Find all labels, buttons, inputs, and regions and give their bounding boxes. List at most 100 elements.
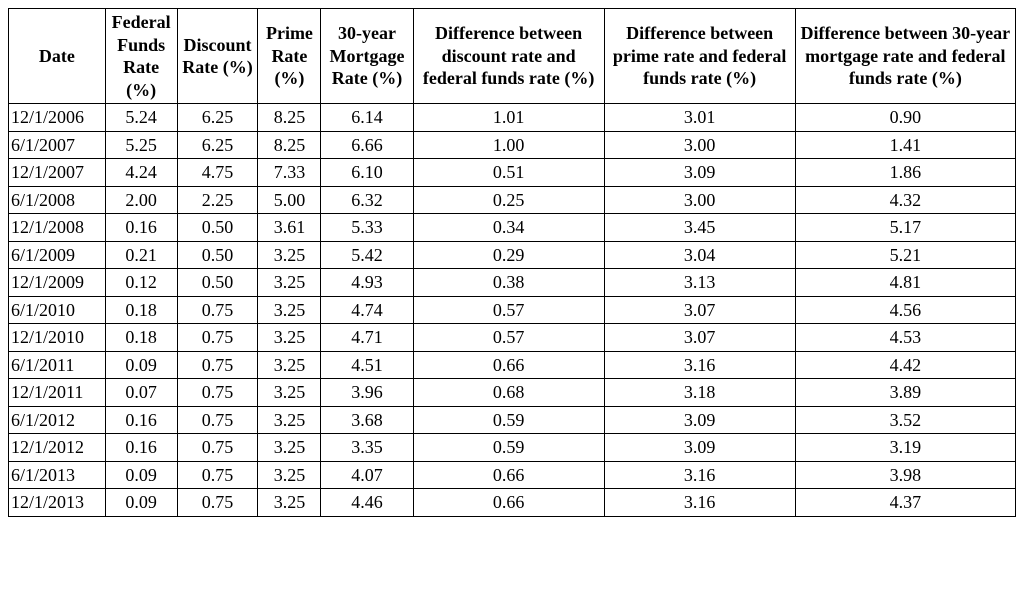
table-cell: 6.25 bbox=[177, 131, 258, 159]
table-cell: 2.00 bbox=[105, 186, 177, 214]
table-cell: 12/1/2008 bbox=[9, 214, 106, 242]
table-cell: 3.25 bbox=[258, 379, 321, 407]
table-cell: 0.59 bbox=[413, 434, 604, 462]
col-header-date: Date bbox=[9, 9, 106, 104]
col-header-federal-funds: Federal Funds Rate (%) bbox=[105, 9, 177, 104]
table-cell: 6/1/2009 bbox=[9, 241, 106, 269]
col-header-discount: Discount Rate (%) bbox=[177, 9, 258, 104]
table-cell: 3.52 bbox=[795, 406, 1015, 434]
table-cell: 0.38 bbox=[413, 269, 604, 297]
table-cell: 7.33 bbox=[258, 159, 321, 187]
table-cell: 0.75 bbox=[177, 406, 258, 434]
table-cell: 4.81 bbox=[795, 269, 1015, 297]
table-cell: 0.57 bbox=[413, 324, 604, 352]
table-row: 6/1/20130.090.753.254.070.663.163.98 bbox=[9, 461, 1016, 489]
table-cell: 3.01 bbox=[604, 104, 795, 132]
table-cell: 0.18 bbox=[105, 324, 177, 352]
rates-table: Date Federal Funds Rate (%) Discount Rat… bbox=[8, 8, 1016, 517]
table-cell: 3.89 bbox=[795, 379, 1015, 407]
table-cell: 12/1/2013 bbox=[9, 489, 106, 517]
table-cell: 4.93 bbox=[321, 269, 413, 297]
table-cell: 3.96 bbox=[321, 379, 413, 407]
table-cell: 0.75 bbox=[177, 324, 258, 352]
table-cell: 4.46 bbox=[321, 489, 413, 517]
table-cell: 1.86 bbox=[795, 159, 1015, 187]
table-cell: 0.75 bbox=[177, 379, 258, 407]
table-cell: 0.09 bbox=[105, 489, 177, 517]
table-cell: 0.75 bbox=[177, 351, 258, 379]
table-cell: 0.16 bbox=[105, 434, 177, 462]
table-cell: 3.00 bbox=[604, 131, 795, 159]
table-row: 6/1/20100.180.753.254.740.573.074.56 bbox=[9, 296, 1016, 324]
table-cell: 3.09 bbox=[604, 159, 795, 187]
table-cell: 3.16 bbox=[604, 461, 795, 489]
table-row: 6/1/20075.256.258.256.661.003.001.41 bbox=[9, 131, 1016, 159]
table-cell: 3.25 bbox=[258, 324, 321, 352]
table-cell: 3.25 bbox=[258, 351, 321, 379]
table-cell: 1.01 bbox=[413, 104, 604, 132]
table-cell: 12/1/2012 bbox=[9, 434, 106, 462]
table-cell: 12/1/2011 bbox=[9, 379, 106, 407]
table-cell: 3.16 bbox=[604, 489, 795, 517]
table-cell: 3.25 bbox=[258, 406, 321, 434]
col-header-prime: Prime Rate (%) bbox=[258, 9, 321, 104]
table-cell: 3.25 bbox=[258, 461, 321, 489]
table-cell: 0.09 bbox=[105, 461, 177, 489]
table-cell: 3.25 bbox=[258, 434, 321, 462]
table-cell: 4.37 bbox=[795, 489, 1015, 517]
table-cell: 5.42 bbox=[321, 241, 413, 269]
table-cell: 0.25 bbox=[413, 186, 604, 214]
table-row: 12/1/20130.090.753.254.460.663.164.37 bbox=[9, 489, 1016, 517]
table-cell: 4.51 bbox=[321, 351, 413, 379]
table-cell: 6/1/2013 bbox=[9, 461, 106, 489]
col-header-mortgage30: 30-year Mortgage Rate (%) bbox=[321, 9, 413, 104]
table-row: 12/1/20090.120.503.254.930.383.134.81 bbox=[9, 269, 1016, 297]
table-row: 12/1/20100.180.753.254.710.573.074.53 bbox=[9, 324, 1016, 352]
table-cell: 12/1/2010 bbox=[9, 324, 106, 352]
table-row: 6/1/20110.090.753.254.510.663.164.42 bbox=[9, 351, 1016, 379]
table-cell: 0.51 bbox=[413, 159, 604, 187]
table-cell: 0.66 bbox=[413, 461, 604, 489]
table-cell: 0.50 bbox=[177, 241, 258, 269]
table-cell: 4.53 bbox=[795, 324, 1015, 352]
table-cell: 3.68 bbox=[321, 406, 413, 434]
table-cell: 3.09 bbox=[604, 434, 795, 462]
table-row: 12/1/20120.160.753.253.350.593.093.19 bbox=[9, 434, 1016, 462]
table-cell: 0.75 bbox=[177, 461, 258, 489]
table-cell: 3.25 bbox=[258, 241, 321, 269]
table-cell: 6/1/2010 bbox=[9, 296, 106, 324]
table-cell: 5.33 bbox=[321, 214, 413, 242]
table-cell: 0.12 bbox=[105, 269, 177, 297]
table-cell: 12/1/2006 bbox=[9, 104, 106, 132]
table-cell: 1.41 bbox=[795, 131, 1015, 159]
table-cell: 3.45 bbox=[604, 214, 795, 242]
table-cell: 8.25 bbox=[258, 104, 321, 132]
table-cell: 3.04 bbox=[604, 241, 795, 269]
table-cell: 0.68 bbox=[413, 379, 604, 407]
table-cell: 6/1/2008 bbox=[9, 186, 106, 214]
table-cell: 0.50 bbox=[177, 214, 258, 242]
table-cell: 3.18 bbox=[604, 379, 795, 407]
table-cell: 3.35 bbox=[321, 434, 413, 462]
table-cell: 6/1/2007 bbox=[9, 131, 106, 159]
table-cell: 6.66 bbox=[321, 131, 413, 159]
col-header-diff-disc-ff: Difference between discount rate and fed… bbox=[413, 9, 604, 104]
table-cell: 3.07 bbox=[604, 296, 795, 324]
table-cell: 0.21 bbox=[105, 241, 177, 269]
table-cell: 6.32 bbox=[321, 186, 413, 214]
table-cell: 4.42 bbox=[795, 351, 1015, 379]
col-header-diff-mort-ff: Difference between 30-year mortgage rate… bbox=[795, 9, 1015, 104]
table-cell: 5.00 bbox=[258, 186, 321, 214]
table-cell: 3.09 bbox=[604, 406, 795, 434]
table-cell: 6.14 bbox=[321, 104, 413, 132]
table-cell: 4.24 bbox=[105, 159, 177, 187]
table-row: 6/1/20120.160.753.253.680.593.093.52 bbox=[9, 406, 1016, 434]
table-cell: 4.07 bbox=[321, 461, 413, 489]
table-cell: 0.07 bbox=[105, 379, 177, 407]
table-row: 6/1/20090.210.503.255.420.293.045.21 bbox=[9, 241, 1016, 269]
table-cell: 3.25 bbox=[258, 269, 321, 297]
table-cell: 4.56 bbox=[795, 296, 1015, 324]
table-cell: 3.07 bbox=[604, 324, 795, 352]
table-cell: 5.24 bbox=[105, 104, 177, 132]
table-cell: 0.29 bbox=[413, 241, 604, 269]
